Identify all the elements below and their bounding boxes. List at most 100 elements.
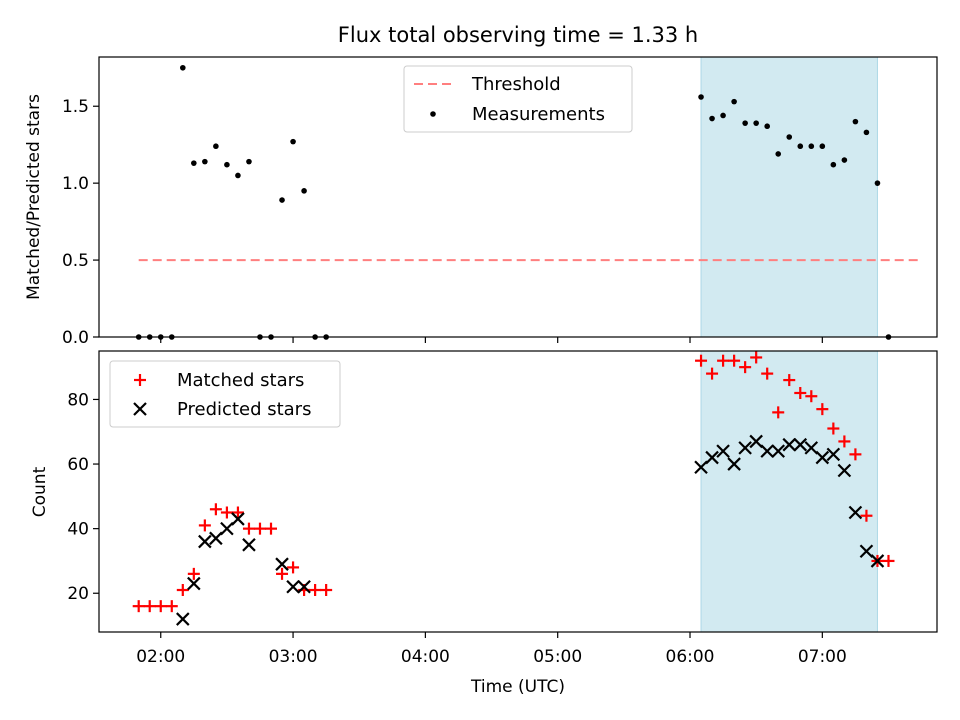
matched-point bbox=[706, 367, 719, 380]
x-tick-label: 02:00 bbox=[136, 647, 185, 667]
predicted-point bbox=[859, 544, 874, 559]
measurement-point bbox=[224, 161, 230, 168]
predicted-point bbox=[870, 554, 885, 568]
matched-point bbox=[794, 386, 807, 399]
predicted-point bbox=[837, 463, 852, 478]
matched-point bbox=[772, 406, 785, 419]
measurement-point bbox=[301, 188, 307, 194]
predicted-point bbox=[242, 538, 256, 552]
x-tick-label: 06:00 bbox=[666, 647, 715, 667]
matched-point bbox=[231, 506, 244, 519]
matched-point bbox=[209, 503, 222, 516]
matched-point bbox=[253, 522, 266, 535]
predicted-point bbox=[209, 531, 223, 546]
measurement-point bbox=[279, 197, 285, 203]
predicted-point bbox=[738, 441, 752, 455]
matched-point bbox=[695, 354, 708, 367]
measurement-point bbox=[797, 143, 804, 150]
predicted-point bbox=[793, 437, 808, 452]
measurement-point bbox=[775, 151, 782, 157]
measurement-point bbox=[819, 143, 826, 150]
matched-point bbox=[860, 509, 873, 522]
measurement-point bbox=[786, 134, 793, 140]
measurement-point bbox=[180, 64, 186, 71]
x-axis-bottom: 02:00 03:00 04:00 05:00 06:00 07:00 bbox=[136, 632, 847, 667]
legend-bottom-frame bbox=[109, 360, 341, 428]
measurement-point bbox=[830, 161, 837, 168]
y-tick-label: 80 bbox=[67, 390, 89, 410]
legend-threshold-label: Threshold bbox=[471, 74, 561, 95]
measurement-point bbox=[709, 115, 715, 122]
matched-point bbox=[187, 567, 200, 580]
plot-frame-bottom bbox=[98, 350, 938, 633]
matched-point bbox=[750, 351, 763, 364]
matched-point bbox=[143, 600, 156, 613]
measurement-point bbox=[698, 94, 704, 100]
predicted-point bbox=[286, 580, 300, 594]
predicted-point bbox=[198, 534, 212, 549]
predicted-point bbox=[297, 580, 311, 594]
x-tick-label: 03:00 bbox=[269, 647, 318, 667]
predicted-point bbox=[760, 444, 774, 458]
measurement-point bbox=[731, 98, 737, 105]
predicted-point bbox=[826, 447, 841, 462]
matched-point bbox=[276, 567, 289, 580]
predicted-point bbox=[749, 434, 763, 449]
y-tick-label: 1.0 bbox=[62, 174, 89, 194]
count-series bbox=[132, 351, 895, 626]
y-tick-label: 1.5 bbox=[62, 97, 89, 117]
matched-point bbox=[220, 506, 233, 519]
matched-point bbox=[761, 367, 774, 380]
matched-point bbox=[165, 600, 178, 613]
legend-bottom: Matched stars Predicted stars bbox=[109, 360, 341, 428]
measurement-point bbox=[808, 143, 815, 150]
x-axis-label: Time (UTC) bbox=[470, 677, 565, 697]
y-tick-label: 0.5 bbox=[62, 251, 89, 271]
y-label-top: Matched/Predicted stars bbox=[24, 94, 44, 300]
predicted-point bbox=[187, 576, 201, 591]
matched-point bbox=[882, 554, 895, 567]
predicted-point bbox=[771, 444, 785, 458]
matched-point bbox=[827, 422, 840, 435]
measurements-series bbox=[135, 64, 892, 340]
plot-frame-top bbox=[98, 56, 938, 338]
matched-point bbox=[132, 600, 145, 613]
legend-predicted-label: Predicted stars bbox=[177, 399, 311, 420]
matched-point bbox=[838, 435, 851, 448]
measurement-point bbox=[852, 118, 859, 125]
matched-point bbox=[265, 522, 278, 535]
predicted-point bbox=[694, 460, 708, 475]
x-ticks-top bbox=[160, 337, 823, 343]
predicted-point bbox=[804, 441, 819, 455]
matched-point bbox=[287, 561, 300, 574]
predicted-point bbox=[727, 457, 741, 471]
matched-point bbox=[176, 584, 189, 597]
measurement-point bbox=[290, 138, 296, 145]
x-tick-label: 07:00 bbox=[798, 647, 847, 667]
y-label-bottom: Count bbox=[30, 466, 50, 517]
legend-matched-swatch bbox=[134, 374, 146, 386]
legend-matched-label: Matched stars bbox=[177, 370, 304, 391]
matched-point bbox=[309, 584, 322, 597]
matched-point bbox=[242, 522, 255, 535]
matched-point bbox=[717, 354, 730, 367]
measurement-point bbox=[246, 158, 252, 165]
predicted-point bbox=[231, 512, 245, 526]
measurement-point bbox=[202, 158, 208, 165]
predicted-point bbox=[705, 450, 719, 465]
y-tick-label: 60 bbox=[67, 455, 89, 475]
measurement-point bbox=[742, 120, 748, 126]
x-tick-label: 04:00 bbox=[401, 647, 450, 667]
matched-point bbox=[728, 354, 741, 367]
measurement-point bbox=[841, 157, 848, 163]
matched-point bbox=[198, 519, 211, 532]
predicted-point bbox=[716, 444, 730, 458]
predicted-point bbox=[176, 612, 190, 626]
predicted-point bbox=[275, 557, 289, 571]
y-axis-top: 0.0 0.5 1.0 1.5 bbox=[62, 97, 99, 348]
legend-measurements-label: Measurements bbox=[472, 104, 605, 125]
measurement-point bbox=[874, 180, 881, 186]
measurement-point bbox=[764, 123, 770, 130]
measurement-point bbox=[863, 129, 870, 136]
